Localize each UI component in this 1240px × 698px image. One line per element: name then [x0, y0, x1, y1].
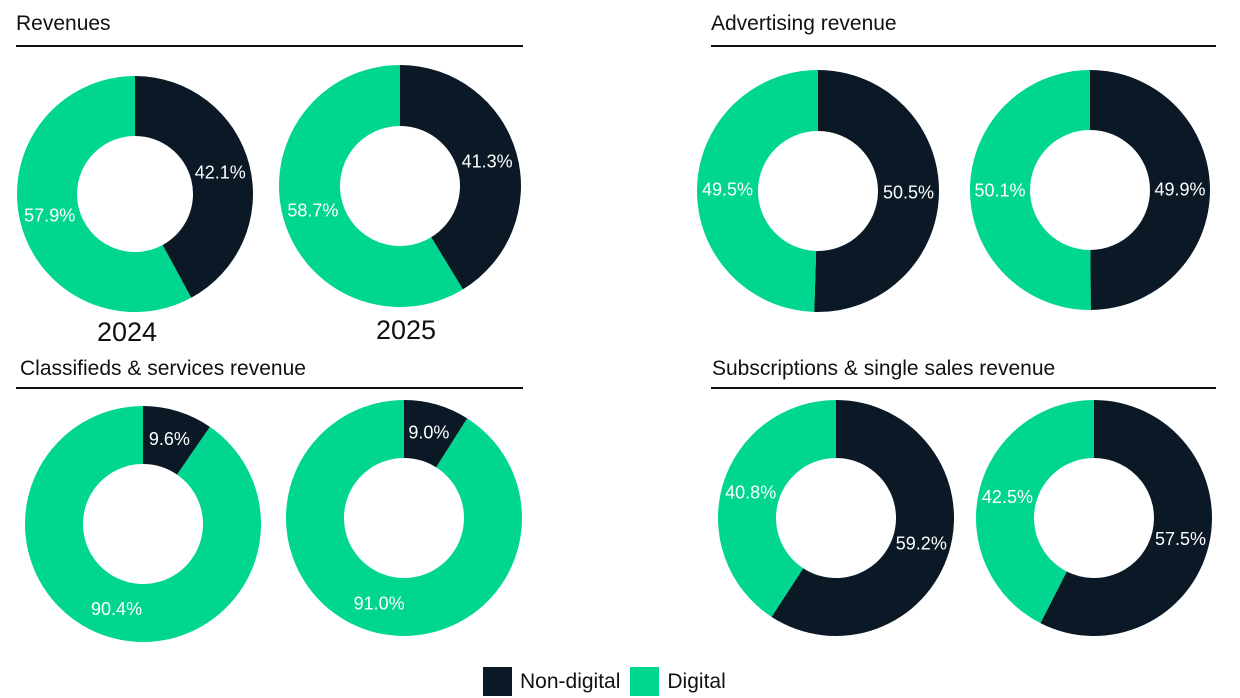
donut-label-digital: 90.4% — [91, 599, 142, 619]
panel-title-subscriptions: Subscriptions & single sales revenue — [712, 357, 1056, 380]
donut-slice-digital — [286, 400, 523, 637]
legend-swatch-non-digital — [483, 667, 512, 696]
year-label-2025: 2025 — [376, 315, 437, 345]
donut-slice-digital — [279, 65, 463, 307]
donut-slice-non-digital — [1040, 400, 1212, 636]
donut-chart-2-0: 9.6% 90.4% — [25, 406, 261, 642]
panel-title-advertising: Advertising revenue — [711, 12, 897, 35]
panel-rule-subscriptions — [711, 387, 1216, 389]
donut-label-digital: 42.5% — [982, 487, 1033, 507]
donut-chart-2-1: 9.0% 91.0% — [286, 400, 523, 637]
donut-slice-digital — [976, 400, 1094, 624]
panel-rule-advertising — [711, 45, 1216, 47]
donut-slice-digital — [25, 406, 261, 642]
legend-swatch-digital — [630, 667, 660, 696]
donut-label-non-digital: 42.1% — [195, 162, 246, 182]
donut-label-digital: 49.5% — [702, 180, 753, 200]
legend: Non-digital Digital — [483, 667, 736, 696]
donut-slice-digital — [970, 70, 1091, 310]
donut-label-non-digital: 49.9% — [1154, 180, 1205, 200]
donut-label-digital: 40.8% — [725, 483, 776, 503]
panel-title-revenues: Revenues — [16, 12, 111, 35]
donut-slice-non-digital — [143, 406, 210, 475]
donut-slice-non-digital — [135, 76, 254, 298]
panel-title-classifieds: Classifieds & services revenue — [20, 357, 306, 380]
legend-label-digital: Digital — [667, 669, 726, 693]
donut-label-non-digital: 9.0% — [408, 423, 449, 443]
donut-label-digital: 57.9% — [24, 206, 75, 226]
panel-rule-revenues — [16, 45, 523, 47]
donut-chart-0-1: 41.3% 58.7% — [279, 65, 521, 307]
donut-slice-digital — [718, 400, 836, 617]
donut-label-non-digital: 50.5% — [883, 182, 934, 202]
donut-chart-0-0: 42.1% 57.9% — [17, 76, 254, 312]
donut-slice-digital — [697, 70, 818, 312]
year-label-2024: 2024 — [97, 317, 158, 347]
donut-label-non-digital: 59.2% — [896, 533, 947, 553]
legend-label-non-digital: Non-digital — [520, 669, 621, 693]
donut-slice-non-digital — [771, 399, 955, 637]
donut-chart-1-1: 49.9% 50.1% — [970, 70, 1211, 310]
donut-label-non-digital: 9.6% — [149, 429, 190, 449]
donut-slice-non-digital — [404, 400, 468, 468]
donut-label-non-digital: 57.5% — [1155, 529, 1206, 549]
donut-label-digital: 91.0% — [354, 593, 405, 613]
donut-slice-digital — [17, 76, 192, 312]
donut-chart-3-0: 59.2% 40.8% — [718, 399, 955, 637]
donut-chart-3-1: 57.5% 42.5% — [976, 400, 1212, 636]
donut-slice-non-digital — [400, 65, 521, 290]
panel-rule-classifieds — [16, 387, 523, 389]
donut-slice-non-digital — [814, 70, 940, 313]
donut-slice-non-digital — [1090, 70, 1211, 310]
donut-label-non-digital: 41.3% — [462, 152, 513, 172]
donut-chart-1-0: 50.5% 49.5% — [697, 70, 940, 313]
donut-label-digital: 50.1% — [974, 180, 1025, 200]
donut-label-digital: 58.7% — [287, 200, 338, 220]
